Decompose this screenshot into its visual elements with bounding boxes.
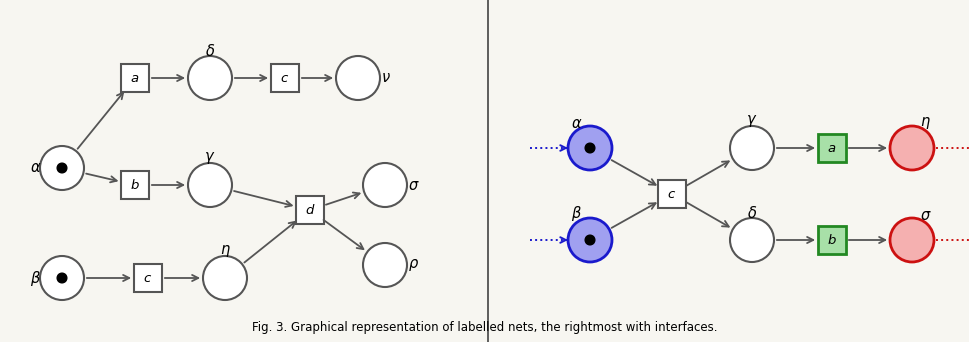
- Text: $\sigma$: $\sigma$: [919, 208, 930, 223]
- Circle shape: [568, 218, 611, 262]
- Text: $\delta$: $\delta$: [746, 205, 757, 221]
- Circle shape: [730, 126, 773, 170]
- Text: $\delta$: $\delta$: [204, 43, 215, 59]
- Circle shape: [584, 143, 594, 153]
- FancyBboxPatch shape: [817, 134, 845, 162]
- FancyBboxPatch shape: [817, 226, 845, 254]
- FancyBboxPatch shape: [121, 171, 149, 199]
- Circle shape: [40, 256, 84, 300]
- Text: $\eta$: $\eta$: [219, 243, 231, 259]
- Text: $a$: $a$: [827, 142, 835, 155]
- FancyBboxPatch shape: [296, 196, 324, 224]
- Text: Fig. 3. Graphical representation of labelled nets, the rightmost with interfaces: Fig. 3. Graphical representation of labe…: [252, 321, 717, 334]
- Circle shape: [57, 163, 67, 173]
- Circle shape: [730, 218, 773, 262]
- Circle shape: [188, 56, 232, 100]
- FancyBboxPatch shape: [270, 64, 298, 92]
- Text: $\nu$: $\nu$: [381, 70, 391, 86]
- Circle shape: [890, 126, 933, 170]
- Text: $\gamma$: $\gamma$: [204, 150, 215, 166]
- Circle shape: [362, 163, 407, 207]
- Text: $d$: $d$: [304, 203, 315, 217]
- Text: $\beta$: $\beta$: [30, 268, 41, 288]
- Circle shape: [203, 256, 247, 300]
- Text: $\alpha$: $\alpha$: [29, 160, 41, 175]
- Circle shape: [362, 243, 407, 287]
- Circle shape: [188, 163, 232, 207]
- Text: $b$: $b$: [827, 233, 836, 247]
- Text: $\gamma$: $\gamma$: [745, 113, 757, 129]
- Circle shape: [40, 146, 84, 190]
- Circle shape: [568, 126, 611, 170]
- Circle shape: [584, 235, 594, 245]
- FancyBboxPatch shape: [134, 264, 162, 292]
- Text: $\rho$: $\rho$: [408, 257, 419, 273]
- Text: $\sigma$: $\sigma$: [408, 177, 420, 193]
- FancyBboxPatch shape: [657, 180, 685, 208]
- Text: $\alpha$: $\alpha$: [570, 116, 581, 131]
- Text: $b$: $b$: [130, 178, 140, 192]
- Circle shape: [57, 273, 67, 283]
- Text: $\beta$: $\beta$: [571, 204, 581, 223]
- Text: $c$: $c$: [280, 71, 290, 84]
- FancyBboxPatch shape: [121, 64, 149, 92]
- Text: $\eta$: $\eta$: [919, 115, 930, 131]
- Text: $c$: $c$: [667, 187, 675, 200]
- Text: $a$: $a$: [130, 71, 140, 84]
- Circle shape: [890, 218, 933, 262]
- Text: $c$: $c$: [143, 272, 152, 285]
- Circle shape: [335, 56, 380, 100]
